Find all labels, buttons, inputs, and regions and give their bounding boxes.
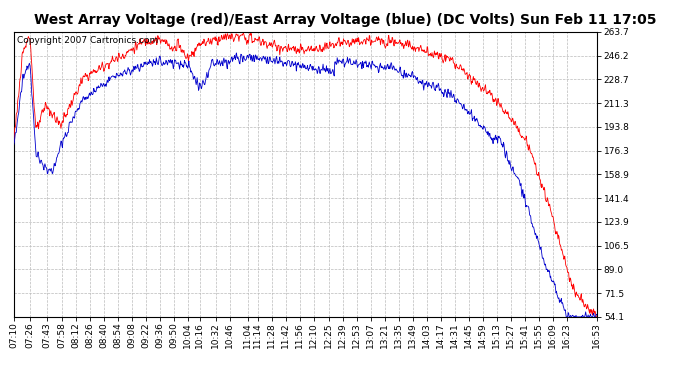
Text: Copyright 2007 Cartronics.com: Copyright 2007 Cartronics.com [17,36,158,45]
Text: West Array Voltage (red)/East Array Voltage (blue) (DC Volts) Sun Feb 11 17:05: West Array Voltage (red)/East Array Volt… [34,13,656,27]
